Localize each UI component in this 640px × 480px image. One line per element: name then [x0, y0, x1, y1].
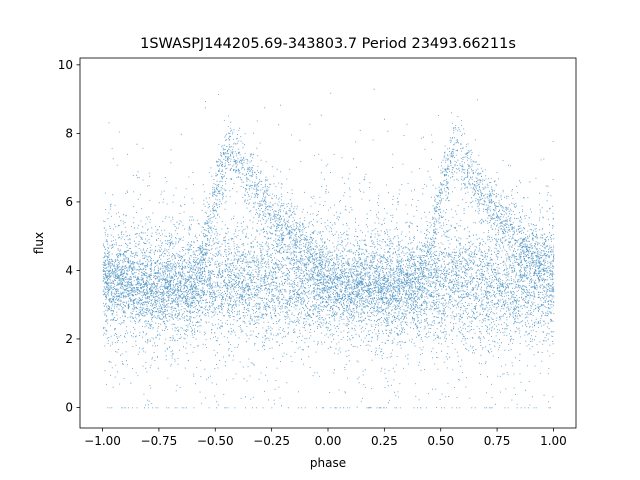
x-axis-label: phase: [310, 456, 346, 470]
y-tick-label: 10: [58, 58, 73, 72]
x-tick-label: −1.00: [84, 434, 121, 448]
y-axis: 0 2 4 6 8 10: [58, 58, 80, 414]
y-tick-label: 8: [65, 126, 73, 140]
y-axis-label: flux: [32, 232, 46, 254]
x-tick-label: 0.25: [371, 434, 398, 448]
x-tick-label: 0.75: [484, 434, 511, 448]
x-tick-label: 0.50: [427, 434, 454, 448]
x-tick-label: −0.25: [253, 434, 290, 448]
chart-title: 1SWASPJ144205.69-343803.7 Period 23493.6…: [140, 36, 516, 52]
x-tick-label: 0.00: [315, 434, 342, 448]
x-tick-label: −0.75: [141, 434, 178, 448]
x-axis: −1.00 −0.75 −0.50 −0.25 0.00 0.25 0.50 0.75 1.00: [84, 428, 567, 448]
y-tick-label: 6: [65, 195, 73, 209]
y-tick-label: 4: [65, 263, 73, 277]
x-tick-label: 1.00: [540, 434, 567, 448]
x-tick-label: −0.50: [197, 434, 234, 448]
y-tick-label: 2: [65, 332, 73, 346]
y-tick-label: 0: [65, 400, 73, 414]
